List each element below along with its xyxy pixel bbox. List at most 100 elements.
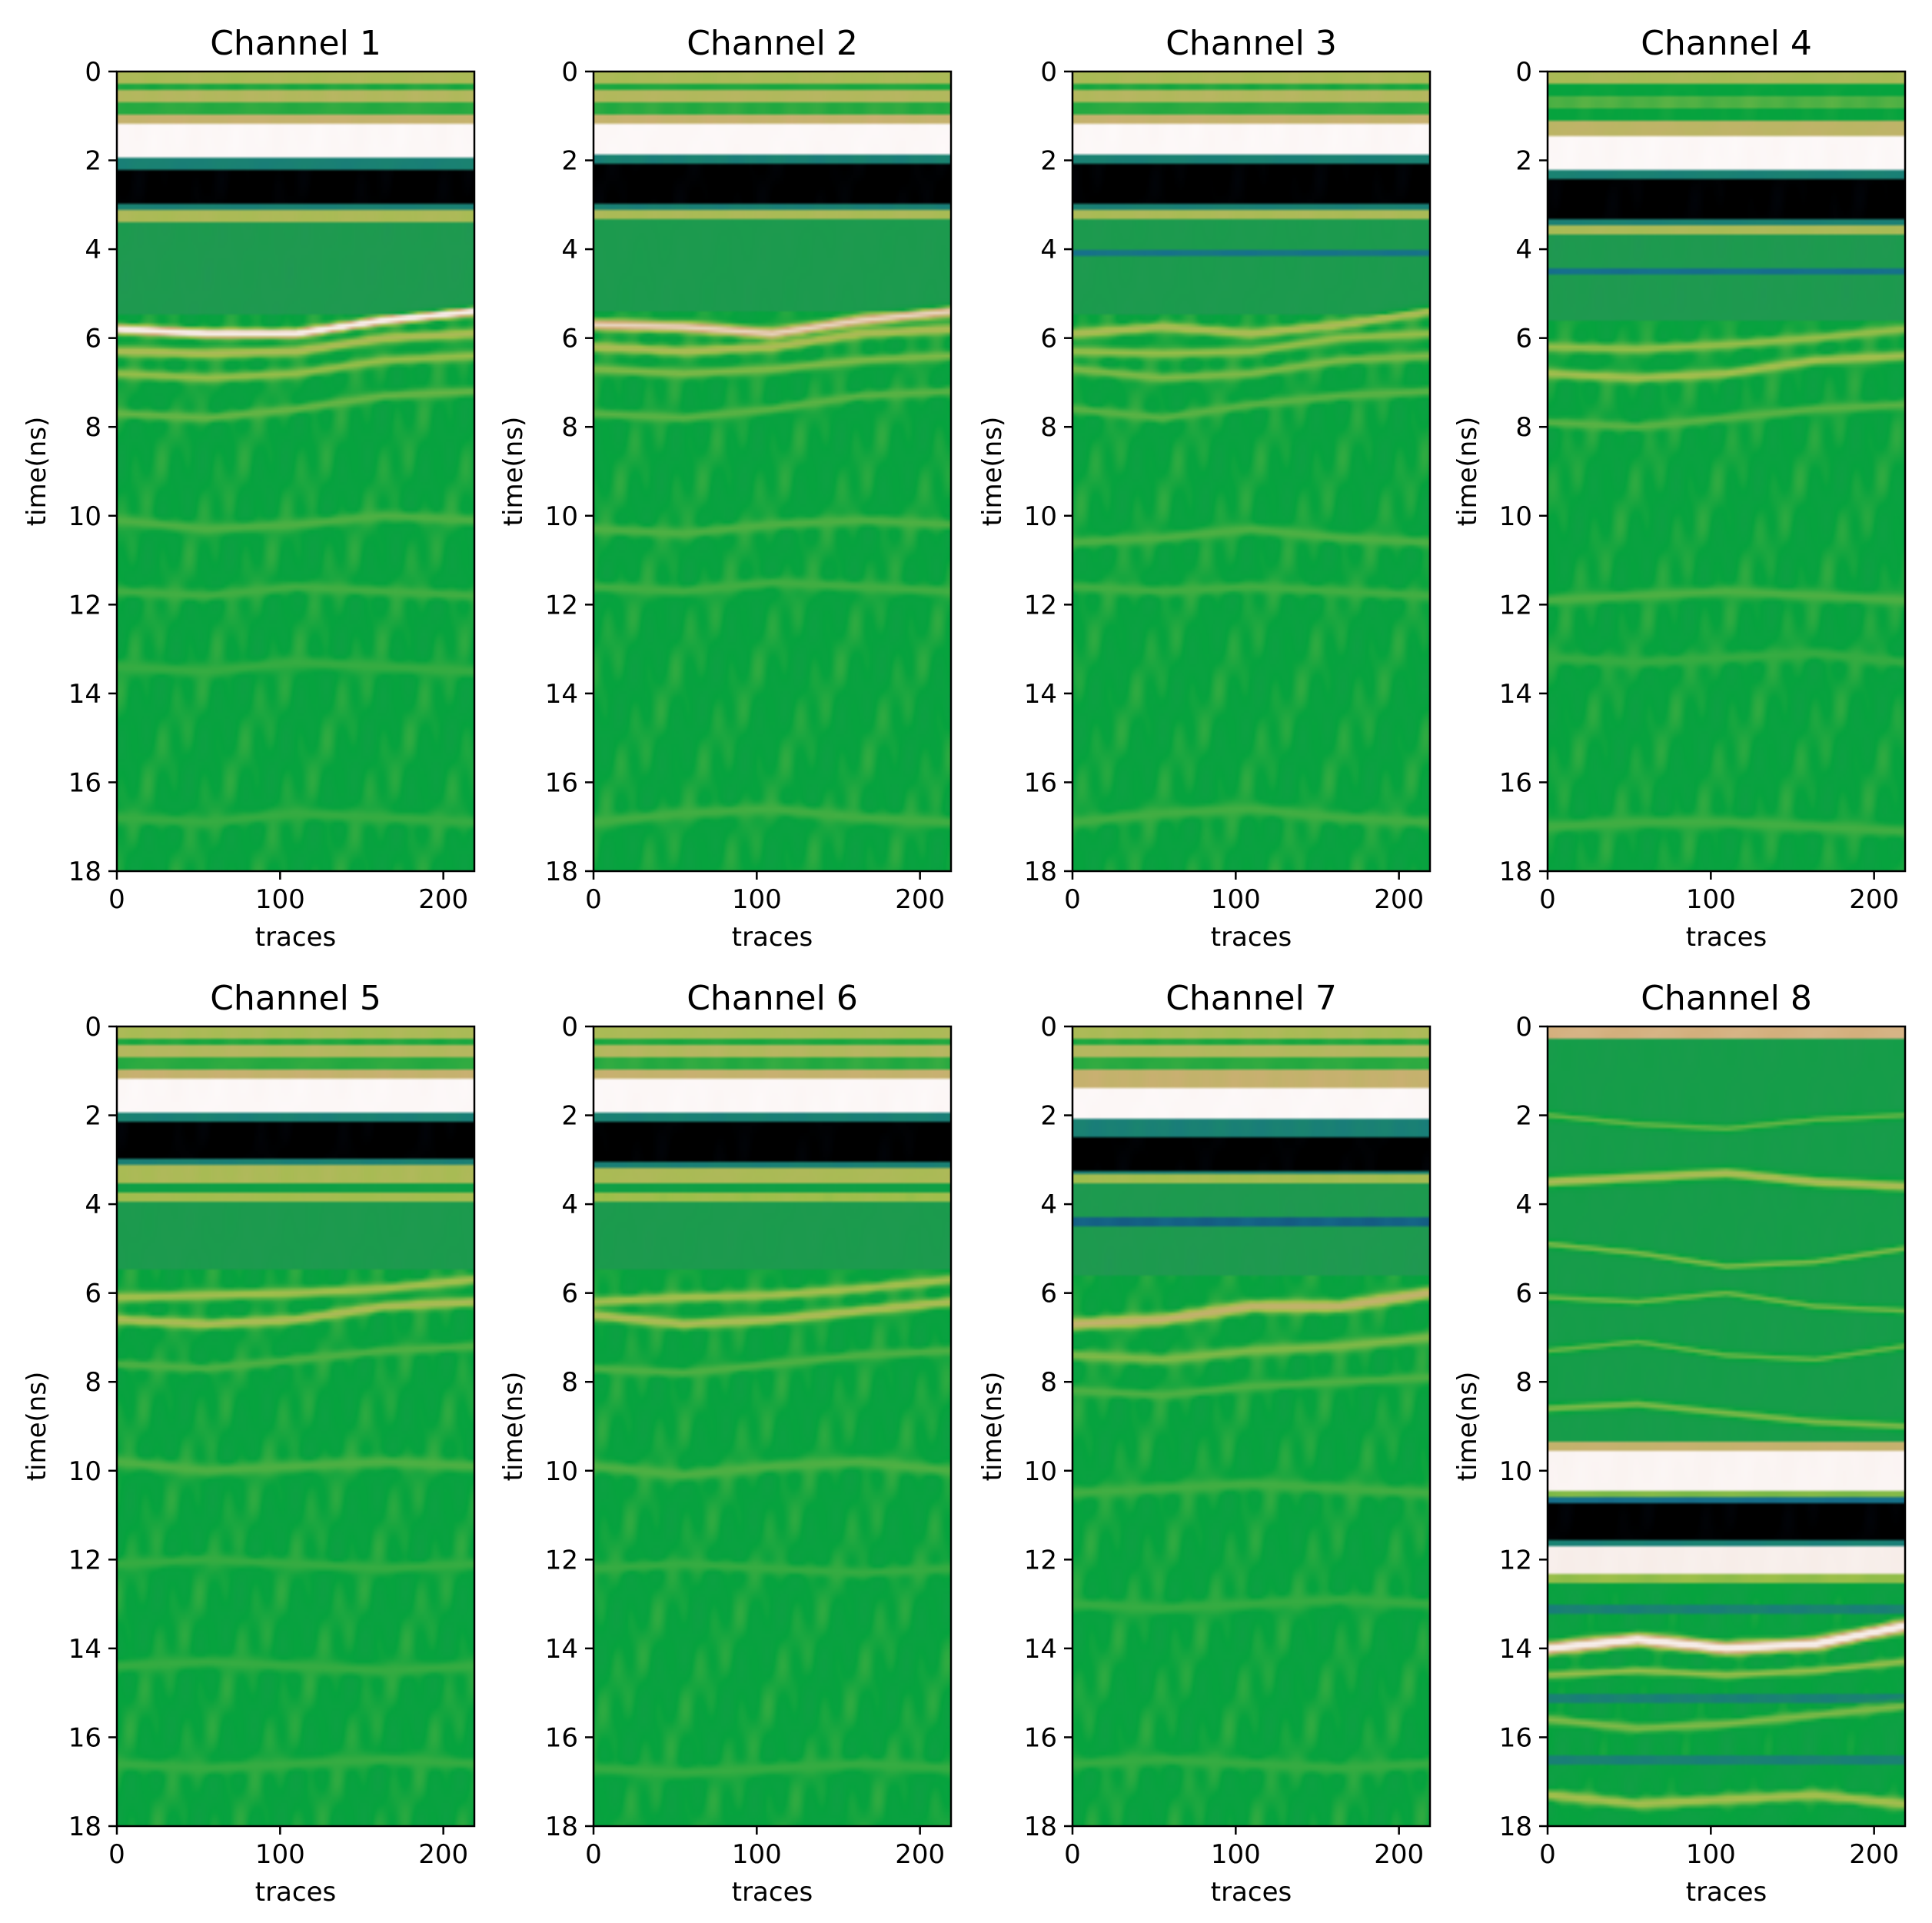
- title-channel-5: Channel 5: [210, 979, 381, 1018]
- x-axis-label-channel-5: traces: [255, 1877, 336, 1908]
- y-tick-label-6-4: 8: [561, 1367, 578, 1398]
- title-channel-1: Channel 1: [210, 24, 381, 63]
- y-tick-label-4-7: 14: [1499, 679, 1532, 710]
- x-tick-label-3-1: 100: [1211, 884, 1261, 915]
- y-tick-label-6-2: 4: [561, 1189, 578, 1220]
- y-tick-label-2-1: 2: [561, 146, 578, 177]
- x-tick-label-4-1: 100: [1686, 884, 1736, 915]
- y-tick-label-7-9: 18: [1024, 1812, 1057, 1842]
- y-tick-label-5-5: 10: [68, 1456, 101, 1487]
- y-tick-label-3-7: 14: [1024, 679, 1057, 710]
- heatmap-channel-4: [1548, 72, 1905, 871]
- y-tick-label-3-6: 12: [1024, 590, 1057, 620]
- title-channel-3: Channel 3: [1166, 24, 1337, 63]
- y-tick-label-8-0: 0: [1515, 1012, 1532, 1043]
- y-tick-label-4-2: 4: [1515, 235, 1532, 265]
- y-tick-label-2-4: 8: [561, 412, 578, 443]
- y-tick-label-6-3: 6: [561, 1279, 578, 1309]
- x-tick-label-7-1: 100: [1211, 1839, 1261, 1870]
- y-tick-label-6-1: 2: [561, 1101, 578, 1132]
- y-axis-label-channel-7: time(ns): [977, 1372, 1008, 1482]
- y-tick-label-3-2: 4: [1040, 235, 1057, 265]
- y-tick-label-7-1: 2: [1040, 1101, 1057, 1132]
- axes-frame-channel-3: [1071, 70, 1432, 873]
- x-axis-label-channel-1: traces: [255, 922, 336, 953]
- y-tick-label-3-0: 0: [1040, 57, 1057, 88]
- y-tick-label-3-3: 6: [1040, 324, 1057, 354]
- y-tick-label-5-9: 18: [68, 1812, 101, 1842]
- y-tick-label-3-9: 18: [1024, 857, 1057, 887]
- heatmap-channel-2: [594, 72, 951, 871]
- y-tick-label-2-8: 16: [545, 767, 578, 798]
- x-axis-label-channel-4: traces: [1686, 922, 1767, 953]
- y-tick-label-5-8: 16: [68, 1722, 101, 1753]
- y-tick-label-2-5: 10: [545, 501, 578, 532]
- heatmap-channel-6: [594, 1026, 951, 1826]
- axes-frame-channel-1: [115, 70, 476, 873]
- heatmap-channel-5: [117, 1026, 474, 1826]
- y-tick-label-5-2: 4: [85, 1189, 101, 1220]
- title-channel-8: Channel 8: [1641, 979, 1812, 1018]
- y-tick-label-8-9: 18: [1499, 1812, 1532, 1842]
- heatmap-channel-8: [1548, 1026, 1905, 1826]
- y-tick-label-7-2: 4: [1040, 1189, 1057, 1220]
- axes-frame-channel-5: [115, 1025, 476, 1828]
- y-tick-label-1-6: 12: [68, 590, 101, 620]
- y-tick-label-3-4: 8: [1040, 412, 1057, 443]
- y-tick-label-7-5: 10: [1024, 1456, 1057, 1487]
- y-tick-label-1-2: 4: [85, 235, 101, 265]
- x-tick-label-6-0: 0: [585, 1839, 602, 1870]
- x-tick-label-7-0: 0: [1064, 1839, 1081, 1870]
- x-axis-label-channel-6: traces: [732, 1877, 813, 1908]
- x-tick-label-8-0: 0: [1539, 1839, 1556, 1870]
- x-axis-label-channel-2: traces: [732, 922, 813, 953]
- y-tick-label-1-3: 6: [85, 324, 101, 354]
- y-tick-label-2-7: 14: [545, 679, 578, 710]
- x-axis-label-channel-3: traces: [1211, 922, 1292, 953]
- y-tick-label-1-4: 8: [85, 412, 101, 443]
- axes-frame-channel-8: [1546, 1025, 1907, 1828]
- x-tick-label-6-1: 100: [732, 1839, 782, 1870]
- y-tick-label-2-3: 6: [561, 324, 578, 354]
- y-tick-label-7-6: 12: [1024, 1545, 1057, 1575]
- x-tick-label-3-0: 0: [1064, 884, 1081, 915]
- x-tick-label-2-2: 200: [895, 884, 945, 915]
- x-tick-label-4-0: 0: [1539, 884, 1556, 915]
- y-tick-label-7-3: 6: [1040, 1279, 1057, 1309]
- y-tick-label-1-9: 18: [68, 857, 101, 887]
- y-tick-label-7-4: 8: [1040, 1367, 1057, 1398]
- x-tick-label-6-2: 200: [895, 1839, 945, 1870]
- y-tick-label-6-7: 14: [545, 1634, 578, 1665]
- axes-frame-channel-7: [1071, 1025, 1432, 1828]
- x-tick-label-4-2: 200: [1849, 884, 1899, 915]
- y-tick-label-1-8: 16: [68, 767, 101, 798]
- y-axis-label-channel-2: time(ns): [498, 417, 529, 527]
- y-tick-label-3-8: 16: [1024, 767, 1057, 798]
- x-tick-label-2-1: 100: [732, 884, 782, 915]
- y-tick-label-4-5: 10: [1499, 501, 1532, 532]
- x-axis-label-channel-7: traces: [1211, 1877, 1292, 1908]
- y-tick-label-6-6: 12: [545, 1545, 578, 1575]
- y-tick-label-5-3: 6: [85, 1279, 101, 1309]
- x-tick-label-1-2: 200: [418, 884, 468, 915]
- y-tick-label-5-1: 2: [85, 1101, 101, 1132]
- y-tick-label-2-0: 0: [561, 57, 578, 88]
- y-tick-label-8-1: 2: [1515, 1101, 1532, 1132]
- title-channel-2: Channel 2: [687, 24, 858, 63]
- y-tick-label-4-9: 18: [1499, 857, 1532, 887]
- x-axis-label-channel-8: traces: [1686, 1877, 1767, 1908]
- x-tick-label-5-2: 200: [418, 1839, 468, 1870]
- y-tick-label-4-1: 2: [1515, 146, 1532, 177]
- title-channel-7: Channel 7: [1166, 979, 1337, 1018]
- y-tick-label-1-7: 14: [68, 679, 101, 710]
- x-tick-label-5-0: 0: [108, 1839, 125, 1870]
- heatmap-channel-3: [1072, 72, 1430, 871]
- y-tick-label-4-8: 16: [1499, 767, 1532, 798]
- y-tick-label-5-6: 12: [68, 1545, 101, 1575]
- x-tick-label-1-0: 0: [108, 884, 125, 915]
